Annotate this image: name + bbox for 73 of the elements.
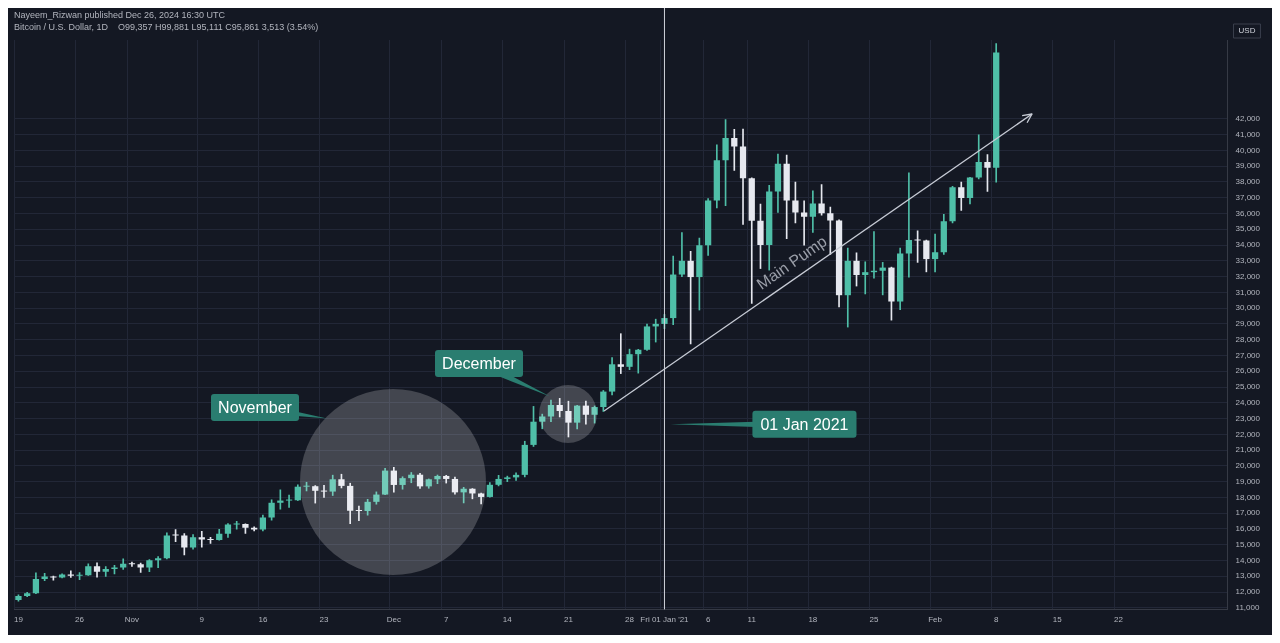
- y-tick-label: 33,000: [1235, 256, 1261, 266]
- y-tick-label: 18,000: [1235, 492, 1261, 502]
- y-tick-label: 25,000: [1235, 382, 1261, 392]
- speech-bubble: December: [435, 349, 550, 396]
- y-tick-label: 42,000: [1235, 114, 1261, 124]
- x-tick-label: 11: [747, 615, 757, 625]
- chart-subtitle: O99,357 H99,881 L95,111 C95,861 3,513 (3.54%): [118, 22, 319, 33]
- y-tick-label: 23,000: [1235, 413, 1261, 423]
- ref-line-label: 01 Jan 2021: [760, 415, 849, 433]
- candlestick: [285, 494, 293, 508]
- y-tick-label: 12,000: [1235, 587, 1261, 597]
- annotation: December: [435, 349, 523, 377]
- x-tick-label: 16: [258, 615, 268, 625]
- y-tick-label: 15,000: [1235, 539, 1261, 549]
- candlestick: [355, 505, 363, 522]
- candlestick: [879, 262, 886, 296]
- x-tick-label: 22: [1113, 615, 1124, 625]
- y-tick-label: 35,000: [1235, 224, 1261, 234]
- y-tick-label: 11,000: [1235, 603, 1260, 613]
- y-tick-label: 19,000: [1235, 476, 1261, 486]
- x-tick-label: 15: [1052, 615, 1063, 625]
- y-tick-label: 27,000: [1235, 350, 1261, 360]
- candlestick: [905, 172, 913, 278]
- y-tick-label: 24,000: [1235, 397, 1261, 407]
- x-tick-label: 7: [443, 615, 449, 625]
- candlestick: [827, 206, 834, 255]
- x-tick-label: 6: [705, 615, 711, 625]
- candlestick: [931, 233, 939, 273]
- y-tick-label: 22,000: [1235, 429, 1261, 439]
- y-tick-label: 41,000: [1235, 129, 1261, 139]
- candlestick: [233, 521, 240, 530]
- x-tick-label: 26: [75, 615, 85, 625]
- y-tick-label: 31,000: [1235, 287, 1261, 297]
- y-tick-label: 20,000: [1235, 461, 1261, 471]
- y-tick-label: 30,000: [1235, 303, 1261, 313]
- x-tick-label: 21: [563, 615, 574, 625]
- x-tick-label: 14: [502, 615, 513, 625]
- y-tick-label: 40,000: [1235, 145, 1261, 155]
- x-tick-label: Nov: [124, 615, 140, 625]
- x-tick-label: 23: [319, 615, 329, 625]
- y-tick-label: 39,000: [1235, 161, 1261, 171]
- candlestick: [320, 484, 328, 498]
- y-axis-title: USD: [1238, 26, 1256, 36]
- y-tick-label: 28,000: [1235, 334, 1261, 344]
- candlestick: [862, 261, 869, 295]
- annotation: November: [211, 393, 299, 421]
- y-tick-label: 37,000: [1235, 192, 1261, 202]
- y-tick-label: 26,000: [1235, 366, 1261, 376]
- y-tick-label: 38,000: [1235, 177, 1261, 187]
- x-tick-label: 28: [625, 615, 635, 625]
- y-tick-label: 21,000: [1235, 445, 1261, 455]
- x-tick-label: 18: [808, 615, 818, 625]
- y-tick-label: 36,000: [1235, 208, 1261, 218]
- candlestick: [154, 556, 162, 569]
- chart-title: Bitcoin / U.S. Dollar, 1D: [14, 22, 109, 33]
- text: Nayeem_Rizwan published Dec 26, 2024 16:30 UTC: [14, 10, 226, 21]
- y-tick-label: 29,000: [1235, 319, 1261, 329]
- candlestick: [128, 561, 136, 567]
- candlestick: [198, 530, 205, 548]
- x-tick-label: Feb: [928, 615, 943, 625]
- y-tick-label: 14,000: [1235, 555, 1261, 565]
- y-tick-label: 17,000: [1235, 508, 1261, 518]
- candlestick: [617, 333, 624, 374]
- y-tick-label: 16,000: [1235, 524, 1261, 534]
- x-tick-label: Fri 01 Jan '21: [640, 615, 690, 625]
- x-tick-label: 19: [14, 615, 24, 625]
- y-tick-label: 32,000: [1235, 271, 1261, 281]
- x-tick-label: Dec: [386, 615, 401, 625]
- x-tick-label: 25: [869, 615, 879, 625]
- y-tick-label: 13,000: [1235, 571, 1261, 581]
- x-tick-label: 9: [199, 615, 205, 625]
- x-tick-label: 8: [993, 615, 999, 625]
- y-tick-label: 34,000: [1235, 240, 1261, 250]
